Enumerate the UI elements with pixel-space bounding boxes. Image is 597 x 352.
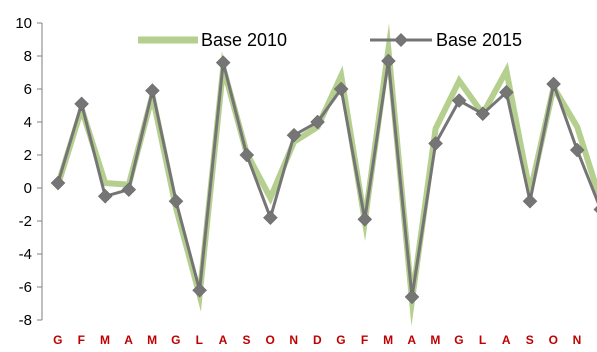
axes: -8-6-4-20246810GFMAMGLASONDGFMAMGLASOND	[15, 15, 597, 347]
y-tick-label: 2	[24, 147, 32, 164]
x-category-label: O	[265, 333, 275, 347]
y-tick-label: -8	[19, 312, 32, 329]
data-point-base-2015	[451, 93, 467, 108]
x-category-label: G	[336, 333, 346, 347]
data-point-base-2015	[310, 114, 325, 130]
x-category-label: A	[502, 333, 511, 347]
series-layer	[50, 23, 597, 327]
x-category-label: G	[454, 333, 464, 347]
y-tick-label: 0	[24, 180, 32, 197]
data-point-base-2015	[333, 81, 349, 97]
x-category-label: M	[100, 333, 111, 347]
data-point-base-2015	[215, 55, 231, 70]
data-point-base-2015	[97, 188, 113, 204]
data-point-base-2015	[168, 193, 184, 209]
series-line-base-2015	[56, 60, 597, 298]
x-category-label: A	[124, 333, 133, 347]
y-tick-label: -2	[19, 213, 32, 230]
x-category-label: S	[526, 333, 535, 347]
data-point-base-2015	[357, 211, 373, 227]
y-tick-label: -6	[19, 279, 32, 296]
x-category-label: A	[407, 333, 416, 347]
x-category-label: N	[289, 333, 298, 347]
legend: Base 2010 Base 2015	[138, 30, 522, 50]
x-category-label: D	[313, 333, 322, 347]
data-point-base-2015	[239, 147, 255, 163]
data-point-base-2015	[475, 106, 491, 122]
y-tick-label: 6	[24, 81, 32, 98]
y-tick-label: 8	[24, 48, 32, 65]
x-category-label: M	[147, 333, 158, 347]
data-point-base-2015	[593, 205, 597, 214]
data-point-base-2015	[404, 289, 420, 305]
data-point-base-2015	[499, 84, 514, 100]
data-point-base-2015	[263, 210, 278, 226]
legend-label-base-2015: Base 2015	[436, 30, 522, 50]
data-point-base-2015	[428, 136, 443, 151]
data-point-base-2015	[546, 76, 561, 92]
data-point-base-2015	[522, 193, 538, 209]
x-category-label: M	[383, 333, 394, 347]
data-point-base-2015	[74, 96, 89, 112]
data-point-base-2015	[286, 127, 302, 143]
x-category-label: L	[196, 333, 204, 347]
legend-label-base-2010: Base 2010	[201, 30, 287, 50]
x-category-label: O	[549, 333, 559, 347]
x-category-label: N	[573, 333, 582, 347]
y-tick-label: 10	[15, 15, 32, 32]
x-category-label: M	[430, 333, 441, 347]
x-category-label: F	[361, 333, 369, 347]
x-category-label: G	[53, 333, 63, 347]
x-category-label: L	[479, 333, 487, 347]
x-category-label: A	[219, 333, 228, 347]
data-point-base-2015	[121, 182, 137, 198]
y-tick-label: -4	[19, 246, 32, 263]
data-point-base-2015	[145, 83, 160, 99]
x-category-label: S	[243, 333, 252, 347]
series-line-base-2010	[55, 23, 597, 327]
legend-marker-base-2015	[394, 33, 408, 47]
data-point-base-2015	[569, 142, 585, 158]
y-tick-label: 4	[24, 114, 32, 131]
x-category-label: F	[78, 333, 86, 347]
data-point-base-2015	[50, 175, 66, 191]
data-point-base-2015	[381, 53, 396, 69]
x-category-label: G	[171, 333, 181, 347]
data-point-base-2015	[192, 282, 207, 298]
